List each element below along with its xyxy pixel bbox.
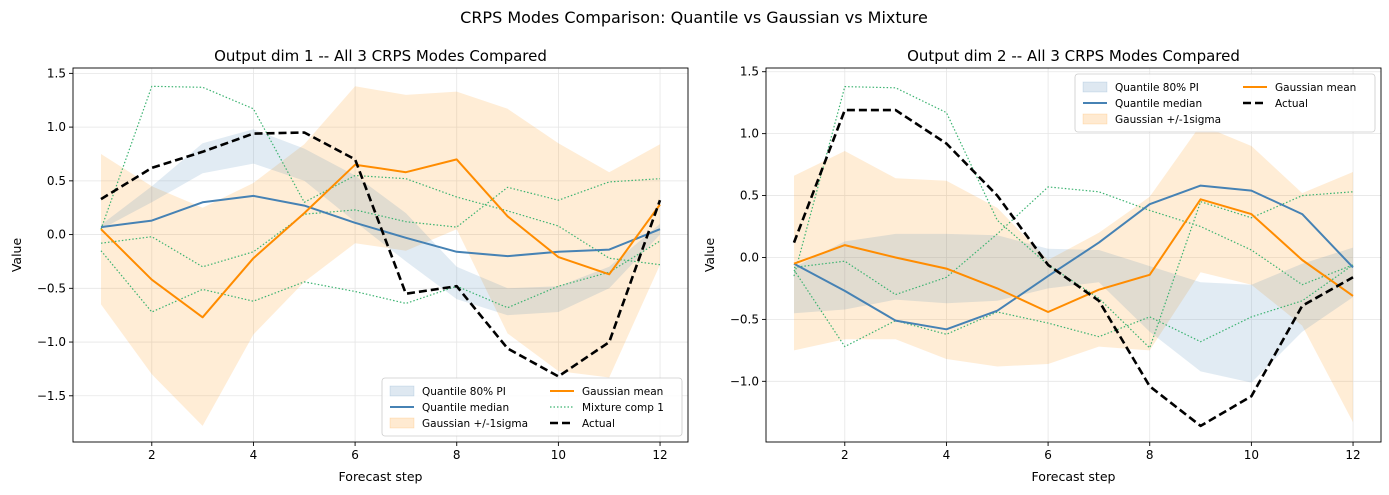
legend-label: Gaussian +/-1sigma <box>422 418 528 430</box>
axes-title: Output dim 1 -- All 3 CRPS Modes Compare… <box>214 47 547 65</box>
legend: Quantile 80% PI Quantile median Gaussian +… <box>381 377 683 437</box>
legend-label: Quantile 80% PI <box>422 386 506 398</box>
x-tick-label: 10 <box>551 448 566 462</box>
x-tick-label: 12 <box>652 448 667 462</box>
y-axis-label: Value <box>702 238 717 273</box>
series-line-quantile-median <box>793 184 1354 331</box>
legend-label: Gaussian mean <box>1275 82 1356 94</box>
y-tick-label: 0.0 <box>740 250 759 264</box>
legend-swatch <box>389 417 415 429</box>
y-tick-label: −0.5 <box>37 281 66 295</box>
gaussian-band-area <box>101 86 660 426</box>
y-axis-label: Value <box>9 238 24 273</box>
legend-label: Quantile 80% PI <box>1115 82 1199 94</box>
x-axis-label: Forecast step <box>339 469 423 484</box>
legend-item: Quantile median <box>1083 98 1202 110</box>
y-tick-label: 0.5 <box>47 174 66 188</box>
x-tick-label: 2 <box>148 448 156 462</box>
series-line-gaussian-mean <box>793 198 1354 313</box>
chart-panel-1: 2 4 6 8 10 12 −1.5 −1.0 −0.5 0.0 0.5 1.0 1.5 Output d… <box>9 47 689 484</box>
legend-swatch <box>1082 113 1108 125</box>
y-tick-label: 1.0 <box>740 127 759 141</box>
x-tick-label: 8 <box>1146 448 1154 462</box>
x-tick-label: 4 <box>250 448 258 462</box>
y-tick-label: 0.0 <box>47 228 66 242</box>
legend-label: Gaussian mean <box>582 386 663 398</box>
series-line-actual <box>792 108 1354 428</box>
figure-suptitle: CRPS Modes Comparison: Quantile vs Gauss… <box>460 8 928 27</box>
legend-frame <box>381 377 683 437</box>
legend-item: Gaussian +/-1sigma <box>389 417 528 430</box>
x-tick-label: 4 <box>943 448 951 462</box>
legend-item: Actual <box>550 418 615 430</box>
y-tick-label: 1.5 <box>740 65 759 79</box>
y-tick-label: 0.5 <box>740 189 759 203</box>
legend-item: Gaussian mean <box>550 386 663 398</box>
legend-swatch <box>389 385 415 397</box>
legend: Quantile 80% PI Quantile median Gaussian +… <box>1074 73 1376 133</box>
legend-item: Gaussian mean <box>1243 82 1356 94</box>
y-tick-label: −0.5 <box>730 312 759 326</box>
y-tick-label: 1.5 <box>47 66 66 80</box>
x-tick-label: 2 <box>841 448 849 462</box>
axes-frame <box>72 67 689 443</box>
legend-item: Gaussian +/-1sigma <box>1082 113 1221 126</box>
x-tick-label: 12 <box>1345 448 1360 462</box>
axes-title: Output dim 2 -- All 3 CRPS Modes Compare… <box>907 47 1240 65</box>
y-tick-label: 1.0 <box>47 120 66 134</box>
series-line-actual <box>100 131 662 378</box>
y-tick-label: −1.0 <box>37 335 66 349</box>
legend-item: Quantile 80% PI <box>1082 81 1199 94</box>
y-tick-label: −1.0 <box>730 374 759 388</box>
legend-item: Quantile median <box>390 402 509 414</box>
legend-label: Quantile median <box>422 402 509 414</box>
series-line-mixture-3 <box>100 240 661 313</box>
legend-label: Mixture comp 1 <box>582 402 664 414</box>
series-line-mixture-2 <box>793 186 1354 296</box>
legend-label: Actual <box>582 418 615 430</box>
x-tick-label: 10 <box>1244 448 1259 462</box>
series-line-quantile-median <box>100 194 661 258</box>
legend-frame <box>1074 73 1376 133</box>
legend-label: Quantile median <box>1115 98 1202 110</box>
x-tick-label: 6 <box>351 448 359 462</box>
quantile-band-area <box>101 129 660 316</box>
x-tick-label: 6 <box>1044 448 1052 462</box>
gaussian-band-area <box>794 125 1353 423</box>
chart-panel-2: 2 4 6 8 10 12 −1.0 −0.5 0.0 0.5 1.0 1.5 Output dim 2… <box>702 47 1382 484</box>
series-line-gaussian-mean <box>100 158 661 319</box>
legend-item: Quantile 80% PI <box>389 385 506 398</box>
legend-item: Actual <box>1243 98 1308 110</box>
legend-label: Gaussian +/-1sigma <box>1115 114 1221 126</box>
y-tick-label: −1.5 <box>37 389 66 403</box>
quantile-band-area <box>794 233 1353 383</box>
axes-frame <box>765 67 1382 443</box>
x-axis-label: Forecast step <box>1032 469 1116 484</box>
legend-label: Actual <box>1275 98 1308 110</box>
series-line-mixture-1 <box>793 85 1354 349</box>
legend-item: Mixture comp 1 <box>550 402 664 414</box>
x-tick-label: 8 <box>453 448 461 462</box>
legend-swatch <box>1082 81 1108 93</box>
